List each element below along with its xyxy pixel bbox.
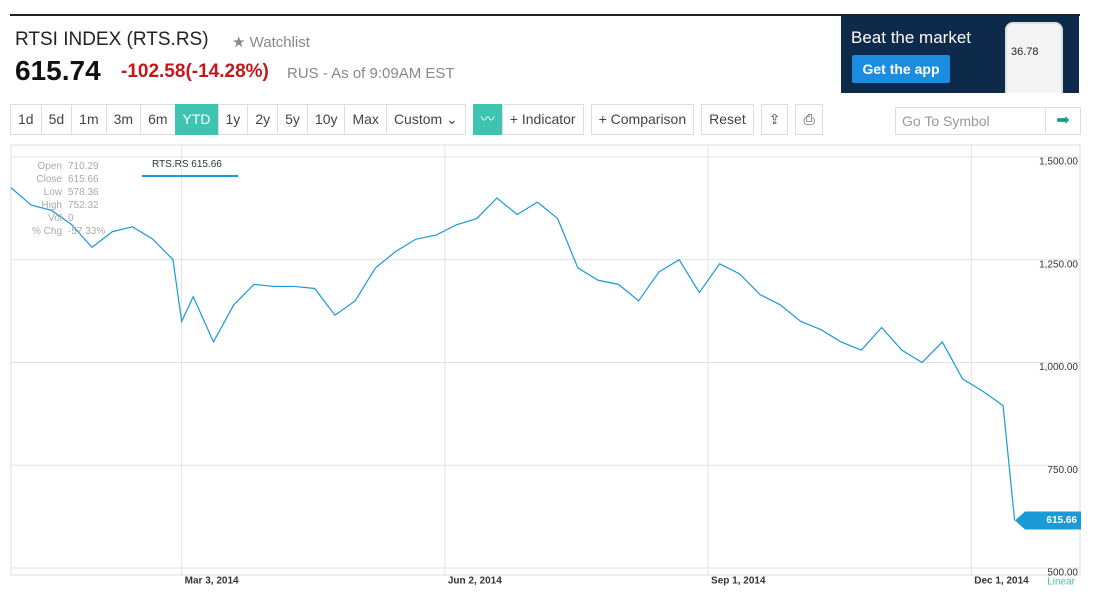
info-row: Close 615.66 (22, 173, 105, 186)
info-label: Open (37, 161, 62, 172)
range-button[interactable]: 1d (10, 104, 42, 135)
x-tick-label: Sep 1, 2014 (711, 576, 766, 587)
range-button[interactable]: Max (344, 104, 387, 135)
range-button[interactable]: 2y (247, 104, 279, 135)
symbol-placeholder: Go To Symbol (902, 113, 990, 129)
x-tick-label: Jun 2, 2014 (448, 576, 502, 587)
go-button[interactable]: ➡ (1045, 108, 1080, 134)
info-value: -57.33% (68, 226, 106, 237)
price-line (10, 187, 1016, 521)
phone-value: 36.78 (1011, 46, 1039, 58)
watchlist[interactable]: ★ Watchlist (232, 34, 310, 51)
range-button[interactable]: 6m (140, 104, 176, 135)
ad-button[interactable]: Get the app (852, 55, 950, 83)
legend-name: RTS.RS (152, 159, 189, 170)
info-value: 710.29 (68, 161, 99, 172)
chart-type-button[interactable]: 〰 (472, 104, 503, 135)
print-button[interactable]: ⎙ (795, 104, 823, 135)
change: -102.58(-14.28%) (121, 61, 269, 83)
y-tick-label: 1,250.00 (1039, 259, 1078, 270)
range-button[interactable]: 5y (277, 104, 308, 135)
ad-headline: Beat the market (851, 28, 972, 47)
last-value-label: 615.66 (1046, 515, 1077, 526)
plot-frame (10, 144, 1081, 576)
comparison-button[interactable]: + Comparison (590, 104, 695, 135)
phone: 36.78 (1005, 22, 1063, 93)
y-tick-label: 1,500.00 (1039, 157, 1078, 168)
info-label: High (41, 200, 62, 211)
info-label: Low (43, 187, 62, 198)
gap (753, 104, 761, 135)
range-button[interactable]: 1m (71, 104, 107, 135)
comparison-label[interactable]: Comparison (610, 111, 687, 127)
range-button[interactable]: 1y (217, 104, 249, 135)
legend-value: 615.66 (191, 159, 222, 170)
change-value: -102.58 (121, 61, 186, 82)
indicator-label[interactable]: Indicator (521, 111, 576, 127)
y-tick-label: 750.00 (1047, 465, 1078, 476)
info-box: Open 710.29 Close 615.66 Low 578.36 High 752.32… (22, 160, 105, 238)
x-tick-label: Dec 1, 2014 (974, 576, 1029, 587)
last-value-badge (1015, 511, 1081, 530)
price: 615.74 (15, 55, 101, 86)
title: RTSI INDEX (RTS.RS) (15, 29, 209, 50)
info-value: 752.32 (68, 200, 99, 211)
info-label: Vol (48, 213, 62, 224)
symbol-input[interactable]: Go To Symbol ➡ (895, 107, 1081, 135)
ad[interactable]: Beat the market Get the app 36.78 (841, 16, 1079, 93)
info-row: Open 710.29 (22, 160, 105, 173)
info-label: Close (36, 174, 62, 185)
gap (583, 104, 591, 135)
range-button[interactable]: 3m (105, 104, 142, 135)
info-value: 0 (68, 213, 74, 224)
watchlist-label[interactable]: Watchlist (249, 34, 310, 51)
info-row: Low 578.36 (22, 186, 105, 199)
scale-label: Linear (1047, 577, 1075, 588)
y-tick-label: 500.00 (1047, 568, 1078, 579)
share-button[interactable]: ⇪ (760, 104, 789, 135)
info-value: 615.66 (68, 174, 99, 185)
gap (787, 104, 795, 135)
range-button[interactable]: YTD (174, 104, 219, 135)
range-button[interactable]: 10y (306, 104, 346, 135)
range-button[interactable]: 5d (40, 104, 73, 135)
custom-label[interactable]: Custom (393, 111, 443, 127)
x-tick-label: Mar 3, 2014 (185, 576, 239, 587)
info-value: 578.36 (68, 187, 99, 198)
change-pct: (-14.28%) (185, 61, 269, 82)
chart: 500.00 750.00 1,000.00 1,250.00 1,500.00 Mar … (10, 144, 1081, 588)
info-row: Vol 0 (22, 212, 105, 225)
custom-button[interactable]: Custom ⌄ (385, 104, 466, 135)
toolbar: 1d 5d 1m 3m 6m YTD 1y 2y 5y 10y Max Custom ⌄ 〰 + Indi… (10, 104, 823, 135)
info-row: % Chg -57.33% (22, 225, 105, 238)
gap (693, 104, 701, 135)
indicator-button[interactable]: + Indicator (501, 104, 584, 135)
info-label: % Chg (31, 226, 62, 237)
info-row: High 752.32 (22, 199, 105, 212)
status: RUS - As of 9:09AM EST (287, 65, 455, 82)
legend-entry: RTS.RS 615.66 (152, 159, 222, 170)
rule (10, 14, 1080, 16)
reset-button[interactable]: Reset (701, 104, 754, 135)
y-tick-label: 1,000.00 (1039, 362, 1078, 373)
gap (465, 104, 473, 135)
